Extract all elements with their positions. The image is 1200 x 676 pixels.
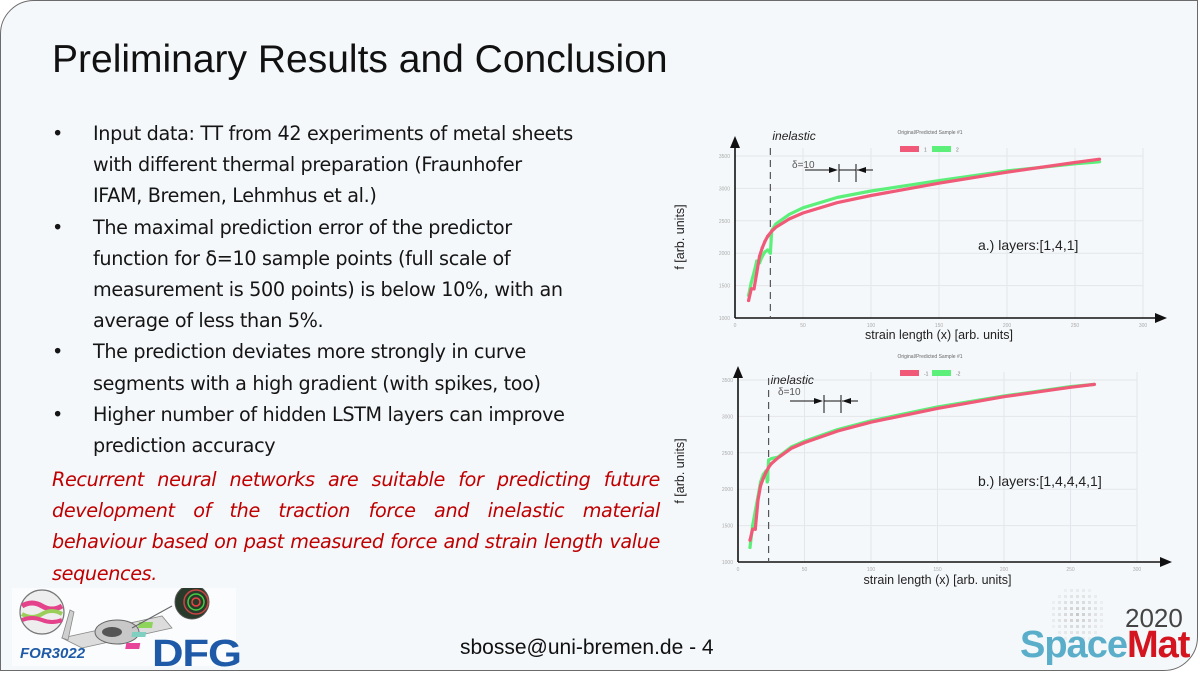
bullet-marker: • [52,340,63,364]
for3022-label: FOR3022 [20,645,86,662]
svg-text:strain length (x) [arb. units]: strain length (x) [arb. units] [864,573,1012,587]
svg-text:Original/Predicted Sample #1: Original/Predicted Sample #1 [897,130,962,136]
svg-text:δ=10: δ=10 [778,387,801,398]
dfg-logo: DFG [152,633,242,675]
svg-text:a.) layers:[1,4,1]: a.) layers:[1,4,1] [978,237,1078,253]
bullet-line: function for δ=10 sample points (full sc… [93,246,511,270]
svg-text:1500: 1500 [722,524,733,530]
svg-text:0: 0 [734,323,737,329]
bullet-item: • The maximal prediction error of the pr… [52,212,672,337]
svg-text:1000: 1000 [722,560,733,566]
svg-text:inelastic: inelastic [772,129,815,143]
svg-text:50: 50 [802,567,808,573]
svg-text:2: 2 [956,148,959,154]
svg-text:strain length (x) [arb. units]: strain length (x) [arb. units] [865,328,1013,342]
bullet-item: • The prediction deviates more strongly … [52,336,672,398]
bullet-marker: • [52,215,63,239]
bullet-item: • Input data: TT from 42 experiments of … [52,118,672,212]
svg-text:Original/Predicted Sample #1: Original/Predicted Sample #1 [897,354,962,360]
svg-text:3500: 3500 [722,378,733,384]
svg-text:100: 100 [867,567,876,573]
svg-text:3000: 3000 [722,414,733,420]
bullet-list: • Input data: TT from 42 experiments of … [52,118,672,461]
svg-text:2500: 2500 [722,451,733,457]
svg-text:-2: -2 [956,372,961,378]
chart-a: 1000 1500 2000 2500 3000 3500 0 50 100 150 200 250 3… [673,129,1167,342]
for3022-logo [12,584,236,666]
slide-title: Preliminary Results and Conclusion [52,38,668,81]
svg-text:100: 100 [867,323,876,329]
svg-text:b.) layers:[1,4,4,4,1]: b.) layers:[1,4,4,4,1] [978,473,1102,489]
svg-text:f [arb. units]: f [arb. units] [673,204,687,269]
bullet-line: The prediction deviates more strongly in… [93,340,526,364]
svg-text:3000: 3000 [719,186,730,192]
conclusion-text: Recurrent neural networks are suitable f… [52,468,660,585]
svg-text:δ=10: δ=10 [792,160,815,171]
svg-text:inelastic: inelastic [771,373,814,387]
svg-text:1500: 1500 [719,284,730,290]
svg-text:150: 150 [935,323,944,329]
bullet-marker: • [52,402,63,426]
spacemat-mat: Mat [1126,624,1190,666]
svg-text:50: 50 [800,323,806,329]
bullet-line: segments with a high gradient (with spik… [93,371,541,395]
bullet-line: average of less than 5%. [93,309,324,333]
bullet-line: IFAM, Bremen, Lehmhus et al.) [93,184,377,208]
chart-b: 1000 1500 2000 2500 3000 3500 0 50 100 150 200 250 3… [673,354,1172,587]
svg-text:250: 250 [1066,567,1075,573]
bullet-item: • Higher number of hidden LSTM layers ca… [52,399,672,461]
svg-text:2000: 2000 [722,487,733,493]
footer-email-page: sbosse@uni-bremen.de - 4 [460,636,714,659]
metal-sheet-illustration-icon [19,584,210,649]
spacemat-year: 2020 [1125,603,1183,633]
svg-text:-1: -1 [924,372,929,378]
bullet-line: The maximal prediction error of the pred… [93,215,512,239]
svg-text:200: 200 [1000,567,1009,573]
svg-text:200: 200 [1003,323,1012,329]
bullet-line: measurement is 500 points) is below 10%,… [93,278,563,302]
svg-text:1: 1 [924,148,927,154]
bullet-line: Higher number of hidden LSTM layers can … [93,402,565,426]
svg-text:2000: 2000 [719,251,730,257]
bullet-line: Input data: TT from 42 experiments of me… [93,122,573,145]
svg-text:0: 0 [737,567,740,573]
svg-text:300: 300 [1133,567,1142,573]
bullet-marker: • [52,122,63,145]
spacemat-logo: SpaceMat [1020,624,1190,667]
bullet-line: with different thermal preparation (Frau… [93,153,522,177]
spacemat-space: Space [1020,624,1128,666]
svg-text:300: 300 [1139,323,1148,329]
svg-text:f [arb. units]: f [arb. units] [673,438,687,503]
svg-text:1000: 1000 [719,316,730,322]
svg-text:3500: 3500 [719,154,730,160]
bullet-line: prediction accuracy [93,434,276,458]
svg-text:2500: 2500 [719,219,730,225]
svg-text:250: 250 [1071,323,1080,329]
svg-text:150: 150 [933,567,942,573]
spacemat-dot-sphere-icon [1052,589,1103,640]
